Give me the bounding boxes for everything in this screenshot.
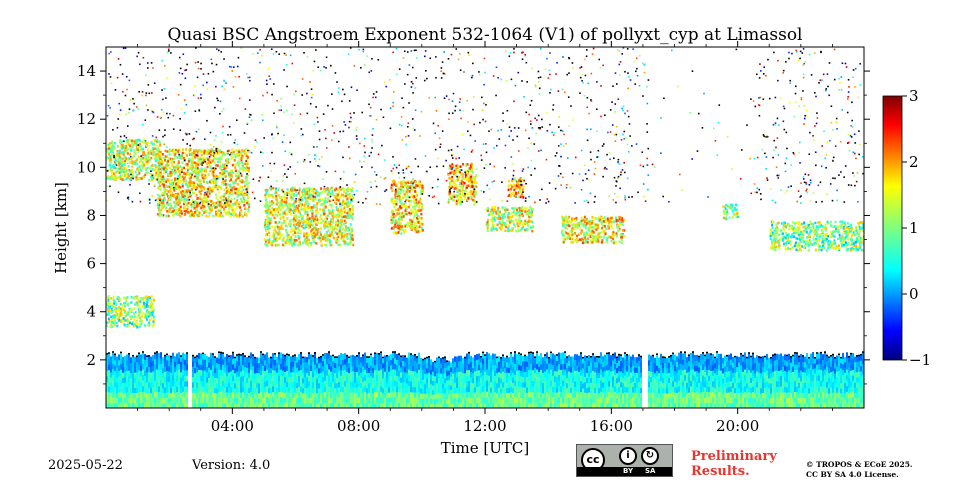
y-tick-label: 12 xyxy=(77,110,96,128)
license-line2: CC BY SA 4.0 License. xyxy=(806,470,899,479)
colorbar-tick-label: −1 xyxy=(909,351,931,369)
by-label: BY xyxy=(623,467,634,475)
x-tick-label: 16:00 xyxy=(590,417,633,435)
chart-title: Quasi BSC Angstroem Exponent 532-1064 (V… xyxy=(167,25,803,45)
y-tick-label: 6 xyxy=(86,255,96,273)
license-line1: © TROPOS & ECoE 2025. xyxy=(806,460,913,469)
sa-label: SA xyxy=(645,467,656,475)
y-axis-label: Height [km] xyxy=(52,182,70,274)
colorbar xyxy=(882,95,903,361)
y-tick-label: 2 xyxy=(86,351,96,369)
colorbar-tick-label: 3 xyxy=(909,87,919,105)
sa-icon: ↻ xyxy=(641,447,659,465)
preliminary-results-note: Preliminary Results. xyxy=(691,449,777,479)
preliminary-line2: Results. xyxy=(691,464,750,479)
colorbar-tick-label: 0 xyxy=(909,285,919,303)
footer-version: Version: 4.0 xyxy=(192,458,271,473)
y-tick-label: 4 xyxy=(86,303,96,321)
x-tick-label: 04:00 xyxy=(211,417,254,435)
colorbar-ticks: 3 2 1 0 −1 xyxy=(902,87,931,369)
colorbar-tick-label: 1 xyxy=(909,219,919,237)
y-tick-label: 8 xyxy=(86,206,96,224)
x-tick-label: 12:00 xyxy=(463,417,506,435)
preliminary-line1: Preliminary xyxy=(691,449,777,464)
y-tick-label: 10 xyxy=(77,158,96,176)
cc-license-badge: cc i ↻ BY SA xyxy=(576,444,673,477)
license-note: © TROPOS & ECoE 2025. CC BY SA 4.0 Licen… xyxy=(806,460,913,480)
by-icon: i xyxy=(619,447,637,465)
heatmap-area xyxy=(106,47,864,408)
colorbar-tick-label: 2 xyxy=(909,153,919,171)
y-tick-label: 14 xyxy=(77,62,96,80)
x-tick-label: 08:00 xyxy=(337,417,380,435)
x-axis-label: Time [UTC] xyxy=(441,439,530,457)
footer-date: 2025-05-22 xyxy=(48,458,123,473)
x-tick-label: 20:00 xyxy=(716,417,759,435)
axis-ticks: 04:00 08:00 12:00 16:00 20:00 2 4 6 8 10 12 14 xyxy=(77,41,870,435)
cc-badge-strip xyxy=(577,467,672,476)
